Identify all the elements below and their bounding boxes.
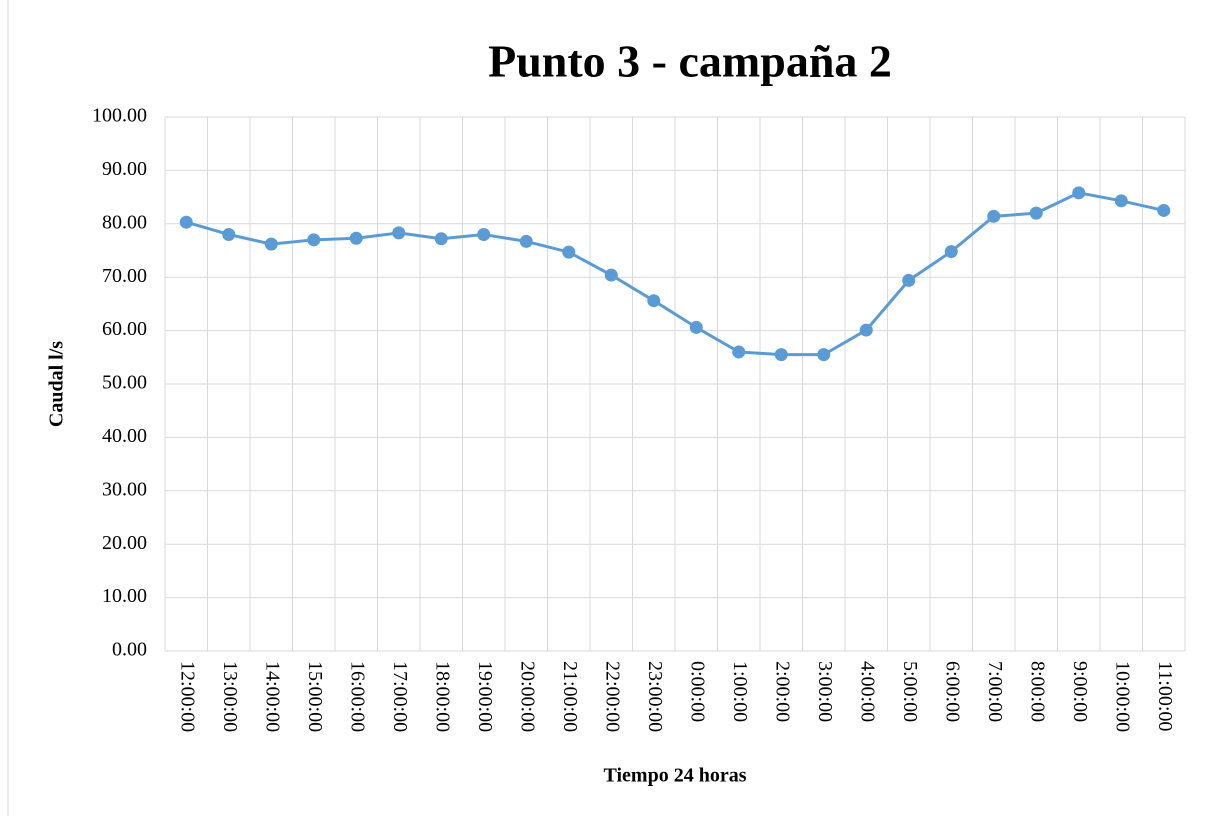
x-tick-label: 9:00:00: [1069, 661, 1091, 722]
data-point: [307, 233, 321, 247]
x-tick-label: 13:00:00: [219, 661, 241, 732]
y-tick-label: 80.00: [102, 211, 147, 233]
data-point: [1114, 194, 1128, 208]
x-tick-label: 21:00:00: [559, 661, 581, 732]
x-tick-label: 3:00:00: [814, 661, 836, 722]
x-tick-label: 6:00:00: [942, 661, 964, 722]
x-tick-label: 4:00:00: [857, 661, 879, 722]
data-point: [477, 227, 491, 241]
x-tick-label: 23:00:00: [644, 661, 666, 732]
x-tick-label: 19:00:00: [474, 661, 496, 732]
x-tick-label: 12:00:00: [177, 661, 199, 732]
x-tick-label: 18:00:00: [432, 661, 454, 732]
y-axis-label: Caudal l/s: [46, 341, 68, 427]
y-tick-label: 70.00: [102, 265, 147, 287]
data-point: [392, 226, 406, 240]
x-tick-label: 22:00:00: [602, 661, 624, 732]
data-point: [902, 273, 916, 287]
y-tick-label: 60.00: [102, 318, 147, 340]
data-point: [562, 245, 576, 259]
y-tick-label: 50.00: [102, 372, 147, 394]
y-tick-label: 100.00: [92, 105, 147, 127]
chart-title: Punto 3 - campaña 2: [488, 36, 892, 87]
data-point: [222, 227, 236, 241]
data-point: [859, 323, 873, 337]
data-point: [1029, 206, 1043, 220]
x-tick-label: 14:00:00: [262, 661, 284, 732]
data-point: [689, 320, 703, 334]
data-point: [604, 268, 618, 282]
data-point: [264, 237, 278, 251]
data-point: [434, 232, 448, 246]
y-tick-label: 30.00: [102, 478, 147, 500]
data-point: [944, 245, 958, 259]
x-tick-label: 5:00:00: [899, 661, 921, 722]
data-point: [647, 294, 661, 308]
x-axis-label: Tiempo 24 horas: [604, 765, 747, 787]
x-tick-label: 11:00:00: [1154, 661, 1176, 731]
x-tick-label: 15:00:00: [304, 661, 326, 732]
x-tick-label: 1:00:00: [729, 661, 751, 722]
x-tick-label: 0:00:00: [687, 661, 709, 722]
y-tick-label: 0.00: [112, 639, 147, 661]
data-point: [1072, 186, 1086, 200]
data-point: [519, 234, 533, 248]
data-point: [987, 209, 1001, 223]
x-tick-label: 10:00:00: [1112, 661, 1134, 732]
data-point: [774, 348, 788, 362]
data-point: [732, 345, 746, 359]
x-tick-label: 16:00:00: [347, 661, 369, 732]
x-tick-label: 8:00:00: [1027, 661, 1049, 722]
x-tick-label: 20:00:00: [517, 661, 539, 732]
y-tick-label: 40.00: [102, 425, 147, 447]
data-line: [185, 191, 1165, 357]
y-tick-label: 20.00: [102, 532, 147, 554]
x-tick-label: 17:00:00: [389, 661, 411, 732]
y-tick-label: 90.00: [102, 158, 147, 180]
data-point: [817, 348, 831, 362]
data-point: [349, 231, 363, 245]
y-tick-label: 10.00: [102, 585, 147, 607]
x-tick-label: 2:00:00: [772, 661, 794, 722]
x-tick-label: 7:00:00: [984, 661, 1006, 722]
data-point: [179, 215, 193, 229]
data-point: [1157, 203, 1171, 217]
